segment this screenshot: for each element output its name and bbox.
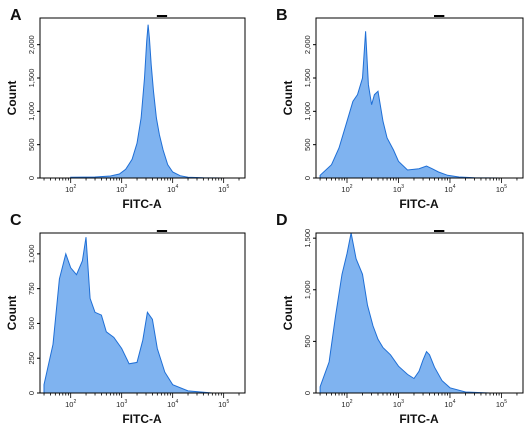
x-tick-label: 104 [444,399,455,409]
panel-letter: C [10,212,22,229]
y-tick-label: 500 [303,335,312,348]
x-axis-title: FITC-A [399,197,439,211]
y-tick-label: 2,000 [303,35,312,54]
panel-letter: D [276,212,288,229]
y-tick-label: 1,000 [27,245,36,264]
y-tick-label: 2,000 [27,35,36,54]
y-tick-label: 500 [303,138,312,151]
plot-frame [39,232,246,394]
x-tick-label: 103 [116,184,127,194]
y-tick-label: 1,000 [27,102,36,121]
panel-c: C 0 250 500 750 1,000 102 103 104 105 FITC-A Count [5,212,246,426]
y-tick-label: 0 [27,391,36,395]
x-tick-label: 102 [341,399,352,409]
y-tick-label: 1,500 [27,69,36,88]
y-tick-label: 0 [303,176,312,180]
panel-letter: A [10,7,22,24]
plot-frame [315,232,524,394]
x-tick-label: 102 [341,184,352,194]
x-axis-title: FITC-A [122,197,162,211]
x-tick-label: 103 [393,184,404,194]
histogram-area [319,232,491,394]
x-tick-label: 105 [496,399,507,409]
panel-d: D 0 500 1,000 1,500 102 103 104 105 FITC-A Count [276,212,524,426]
panel-letter: B [276,7,288,24]
x-tick-label: 103 [116,399,127,409]
x-axis-title: FITC-A [122,412,162,426]
y-axis-title: Count [5,81,19,116]
panel-a: A 0 500 1,000 1,500 2,000 102 103 104 105 FITC-A Co… [5,7,246,211]
x-axis-title: FITC-A [399,412,439,426]
y-tick-label: 500 [27,138,36,151]
y-tick-label: 1,000 [303,102,312,121]
x-tick-label: 102 [65,184,76,194]
y-tick-label: 1,500 [303,229,312,248]
y-tick-label: 1,000 [303,280,312,299]
histogram-area [43,237,213,394]
y-axis-title: Count [281,81,295,116]
x-tick-label: 102 [65,399,76,409]
x-tick-label: 105 [496,184,507,194]
plot-frame [39,17,246,179]
y-axis-title: Count [5,296,19,331]
histogram-area [319,31,502,179]
y-tick-label: 250 [27,352,36,365]
y-tick-label: 0 [27,176,36,180]
x-tick-label: 103 [393,399,404,409]
x-tick-label: 104 [444,184,455,194]
panel-b: B 0 500 1,000 1,500 2,000 102 103 104 105 FITC-A Co… [276,7,524,211]
plot-frame [315,17,524,179]
y-tick-label: 750 [27,282,36,295]
y-tick-label: 500 [27,317,36,330]
x-tick-label: 105 [218,184,229,194]
x-tick-label: 104 [167,184,178,194]
x-tick-label: 105 [218,399,229,409]
y-axis-title: Count [281,296,295,331]
y-tick-label: 1,500 [303,69,312,88]
histogram-area [70,24,224,179]
x-tick-label: 104 [167,399,178,409]
y-tick-label: 0 [303,391,312,395]
